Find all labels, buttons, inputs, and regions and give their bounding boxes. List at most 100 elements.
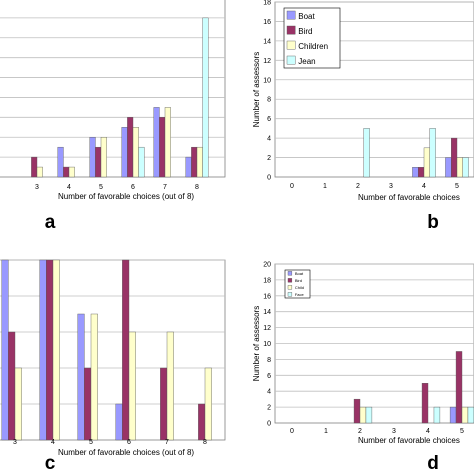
y-tick-label: 10 — [263, 341, 271, 348]
panel-letter: d — [427, 453, 439, 474]
bar — [128, 331, 136, 441]
bar — [461, 406, 469, 424]
y-tick-label: 2 — [267, 405, 271, 412]
bar — [456, 157, 463, 178]
legend-swatch — [287, 278, 293, 283]
x-tick-label: 5 — [89, 439, 93, 446]
y-tick-label: 10 — [263, 77, 271, 84]
x-tick-label: 5 — [460, 428, 464, 435]
bar — [196, 146, 203, 178]
legend-swatch — [286, 55, 296, 65]
bar — [204, 367, 212, 441]
bar — [166, 331, 174, 441]
bar — [39, 259, 47, 441]
bar — [84, 367, 92, 441]
x-tick-label: 2 — [358, 428, 362, 435]
x-tick-label: 3 — [13, 439, 17, 446]
bar — [68, 166, 75, 178]
plot-area — [0, 259, 226, 441]
y-tick-label: 8 — [267, 357, 271, 364]
y-tick-label: 12 — [263, 58, 271, 65]
bar — [95, 146, 102, 178]
y-tick-label: 4 — [267, 136, 271, 143]
legend-swatch — [287, 285, 293, 290]
legend-label: Boat — [295, 271, 304, 276]
bar — [412, 167, 419, 178]
bar — [115, 403, 123, 441]
y-tick-label: 16 — [263, 293, 271, 300]
y-tick-label: 2 — [267, 155, 271, 162]
legend-label: Jean — [298, 57, 315, 66]
x-tick-label: 0 — [290, 428, 294, 435]
x-tick-label: 8 — [203, 439, 207, 446]
bar — [462, 157, 469, 178]
panel-letter: b — [427, 212, 439, 233]
x-axis-label: Number of favorable choices — [358, 436, 460, 445]
bar — [138, 146, 145, 178]
x-tick-label: 3 — [389, 183, 393, 190]
legend-label: Children — [298, 42, 328, 51]
legend-label: Child — [295, 285, 304, 290]
y-tick-label: 6 — [267, 116, 271, 123]
x-tick-label: 4 — [67, 184, 71, 191]
x-tick-label: 1 — [323, 183, 327, 190]
bar — [353, 398, 361, 424]
bar — [8, 331, 16, 441]
panel-letter: c — [45, 453, 56, 474]
y-tick-label: 18 — [263, 277, 271, 284]
x-tick-label: 0 — [290, 183, 294, 190]
x-tick-label: 6 — [131, 184, 135, 191]
bar — [164, 107, 171, 178]
x-tick-label: 5 — [455, 183, 459, 190]
bar — [100, 137, 107, 178]
x-tick-label: 4 — [422, 183, 426, 190]
bar — [153, 107, 160, 178]
bar — [89, 137, 96, 178]
x-tick-label: 4 — [51, 439, 55, 446]
bar — [57, 146, 64, 178]
y-tick-label: 4 — [267, 389, 271, 396]
legend-swatch — [286, 40, 296, 50]
x-axis-label: Number of favorable choices (out of 8) — [58, 192, 194, 201]
x-axis-label: Number of favorable choices (out of 8) — [58, 448, 194, 457]
bar — [63, 166, 70, 178]
bar — [14, 367, 22, 441]
legend-swatch — [287, 271, 293, 276]
bar — [455, 351, 463, 424]
bar — [365, 406, 373, 424]
x-axis-label: Number of favorable choices — [358, 193, 460, 202]
bar — [198, 403, 206, 441]
legend-label: Bird — [295, 278, 302, 283]
bar — [121, 127, 128, 178]
bar — [52, 259, 60, 441]
bar — [160, 367, 168, 441]
legend-swatch — [286, 25, 296, 35]
legend-label: Boat — [298, 12, 315, 21]
bar — [46, 259, 54, 441]
legend-swatch — [287, 292, 293, 297]
bar — [418, 167, 425, 178]
bar — [185, 156, 192, 178]
panel-letter: a — [45, 212, 56, 233]
bar — [451, 137, 458, 178]
y-axis-label: Number of assessors — [252, 52, 261, 128]
x-tick-label: 3 — [392, 428, 396, 435]
x-tick-label: 5 — [99, 184, 103, 191]
y-axis-label: Number of assessors — [252, 306, 261, 382]
bar — [202, 17, 209, 178]
bar — [467, 406, 474, 424]
y-tick-label: 14 — [263, 309, 271, 316]
bar — [421, 383, 429, 424]
chart-panel-c: 3 4 5 6 7 8 Number of favorable choices (out o… — [0, 259, 226, 474]
bar — [90, 313, 98, 441]
y-tick-label: 0 — [267, 421, 271, 428]
bar — [445, 157, 452, 178]
y-tick-label: 14 — [263, 38, 271, 45]
x-tick-label: 3 — [35, 184, 39, 191]
bar — [363, 128, 370, 178]
y-tick-label: 20 — [263, 262, 271, 269]
legend-swatch — [286, 10, 296, 20]
bar — [359, 406, 367, 424]
